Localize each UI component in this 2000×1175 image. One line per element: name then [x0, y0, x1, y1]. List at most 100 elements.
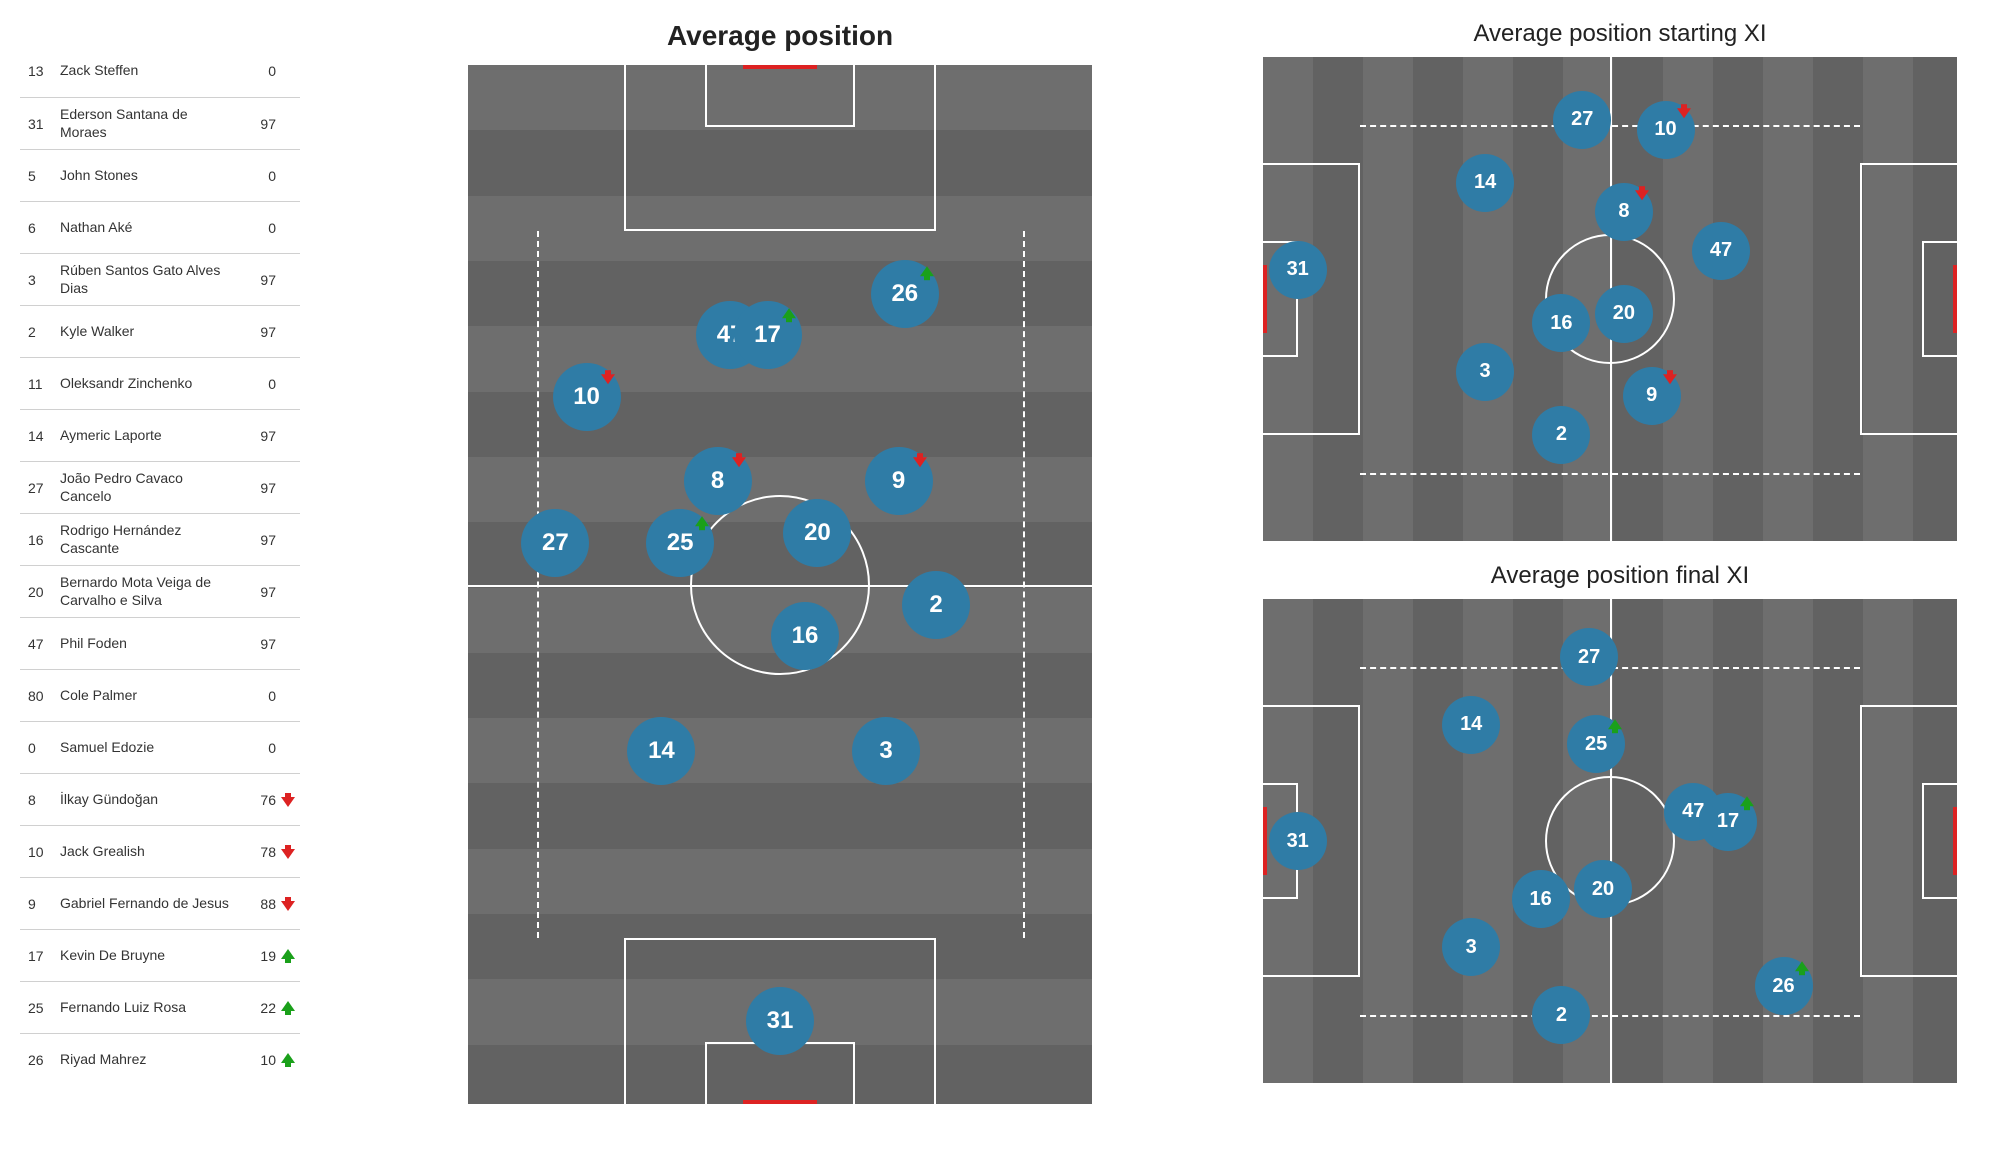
main-pitch-title: Average position [667, 20, 893, 52]
roster-row: 27João Pedro Cavaco Cancelo97 [20, 461, 300, 513]
final-xi-panel: Average position final XI 27142547173116… [1260, 562, 1980, 1086]
roster-number: 27 [20, 480, 56, 496]
roster-row: 20Bernardo Mota Veiga de Carvalho e Silv… [20, 565, 300, 617]
player-marker: 14 [1456, 154, 1514, 212]
roster-name: Aymeric Laporte [56, 427, 242, 445]
roster-number: 14 [20, 428, 56, 444]
roster-row: 16Rodrigo Hernández Cascante97 [20, 513, 300, 565]
roster-number: 6 [20, 220, 56, 236]
roster-minutes: 0 [242, 688, 276, 704]
roster-minutes: 97 [242, 272, 276, 288]
roster-minutes: 76 [242, 792, 276, 808]
player-marker: 20 [783, 499, 851, 567]
roster-minutes: 78 [242, 844, 276, 860]
roster-minutes: 0 [242, 220, 276, 236]
player-marker: 2 [1532, 406, 1590, 464]
roster-minutes: 97 [242, 636, 276, 652]
roster-row: 8İlkay Gündoğan76 [20, 773, 300, 825]
player-marker: 14 [627, 717, 695, 785]
roster-minutes: 0 [242, 63, 276, 79]
roster-name: Jack Grealish [56, 843, 242, 861]
roster-row: 6Nathan Aké0 [20, 201, 300, 253]
player-marker: 16 [1532, 294, 1590, 352]
roster-name: Bernardo Mota Veiga de Carvalho e Silva [56, 574, 242, 609]
player-marker: 31 [746, 987, 814, 1055]
roster-arrow-cell [276, 845, 300, 859]
roster-minutes: 10 [242, 1052, 276, 1068]
sub-off-icon [281, 793, 295, 807]
roster-number: 8 [20, 792, 56, 808]
roster-row: 31Ederson Santana de Moraes97 [20, 97, 300, 149]
roster-row: 47Phil Foden97 [20, 617, 300, 669]
player-marker: 16 [771, 602, 839, 670]
player-marker: 27 [521, 509, 589, 577]
roster-name: Kyle Walker [56, 323, 242, 341]
roster-name: Fernando Luiz Rosa [56, 999, 242, 1017]
main-pitch-panel: Average position 26471710892725202161433… [325, 20, 1235, 1155]
roster-row: 26Riyad Mahrez10 [20, 1033, 300, 1085]
roster-number: 20 [20, 584, 56, 600]
roster-name: Rúben Santos Gato Alves Dias [56, 262, 242, 297]
roster-name: Kevin De Bruyne [56, 947, 242, 965]
roster-row: 80Cole Palmer0 [20, 669, 300, 721]
roster-number: 31 [20, 116, 56, 132]
roster-name: İlkay Gündoğan [56, 791, 242, 809]
player-marker: 2 [902, 571, 970, 639]
roster-number: 0 [20, 740, 56, 756]
roster-minutes: 97 [242, 584, 276, 600]
sub-off-icon [913, 454, 927, 468]
player-marker: 14 [1442, 696, 1500, 754]
final-xi-title: Average position final XI [1260, 562, 1980, 590]
roster-name: Gabriel Fernando de Jesus [56, 895, 242, 913]
roster-minutes: 97 [242, 324, 276, 340]
sub-on-icon [281, 949, 295, 963]
sub-off-icon [732, 454, 746, 468]
roster-number: 3 [20, 272, 56, 288]
player-marker: 47 [1692, 222, 1750, 280]
sub-off-icon [281, 897, 295, 911]
player-marker: 27 [1560, 628, 1618, 686]
roster-minutes: 0 [242, 376, 276, 392]
roster-arrow-cell [276, 949, 300, 963]
sub-on-icon [1795, 961, 1809, 975]
starting-xi-panel: Average position starting XI 27101484731… [1260, 20, 1980, 544]
player-marker: 16 [1512, 870, 1570, 928]
roster-number: 11 [20, 376, 56, 392]
roster-number: 9 [20, 896, 56, 912]
main-pitch: 264717108927252021614331 [465, 62, 1095, 1107]
sub-off-icon [1663, 370, 1677, 384]
roster-name: Samuel Edozie [56, 739, 242, 757]
roster-number: 5 [20, 168, 56, 184]
sub-on-icon [1608, 719, 1622, 733]
sub-on-icon [281, 1001, 295, 1015]
roster-row: 14Aymeric Laporte97 [20, 409, 300, 461]
roster-row: 5John Stones0 [20, 149, 300, 201]
sub-off-icon [281, 845, 295, 859]
sub-on-icon [281, 1053, 295, 1067]
roster-name: Phil Foden [56, 635, 242, 653]
roster-row: 25Fernando Luiz Rosa22 [20, 981, 300, 1033]
player-marker: 3 [1442, 918, 1500, 976]
roster-name: John Stones [56, 167, 242, 185]
roster-minutes: 97 [242, 532, 276, 548]
roster-row: 3Rúben Santos Gato Alves Dias97 [20, 253, 300, 305]
player-marker: 3 [1456, 343, 1514, 401]
roster-name: Zack Steffen [56, 62, 242, 80]
roster-number: 47 [20, 636, 56, 652]
roster-minutes: 0 [242, 740, 276, 756]
roster-number: 26 [20, 1052, 56, 1068]
roster-minutes: 0 [242, 168, 276, 184]
sub-on-icon [1740, 796, 1754, 810]
sub-on-icon [695, 516, 709, 530]
roster-name: Ederson Santana de Moraes [56, 106, 242, 141]
layout: 13Zack Steffen031Ederson Santana de Mora… [20, 20, 1980, 1155]
player-marker: 2 [1532, 986, 1590, 1044]
sub-off-icon [601, 370, 615, 384]
player-marker: 31 [1269, 241, 1327, 299]
sub-on-icon [782, 308, 796, 322]
roster-minutes: 19 [242, 948, 276, 964]
starting-xi-title: Average position starting XI [1260, 20, 1980, 48]
roster-number: 2 [20, 324, 56, 340]
player-marker: 27 [1553, 91, 1611, 149]
roster-row: 0Samuel Edozie0 [20, 721, 300, 773]
